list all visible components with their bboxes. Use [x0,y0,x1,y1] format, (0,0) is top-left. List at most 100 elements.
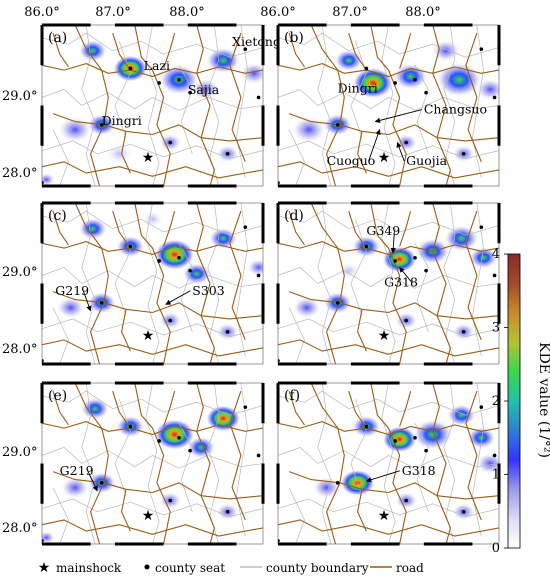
county-boundary [278,446,499,469]
road [74,203,109,364]
road [229,210,246,341]
kde-hotspot [469,246,498,269]
lon-tick-86-left: 86.0° [24,5,59,20]
county-boundary [288,307,305,364]
county-seat [364,66,369,71]
county-boundary [145,203,160,364]
county-boundary [414,65,429,154]
road [134,203,171,364]
kde-hotspot [154,419,195,450]
county-boundary [288,129,305,186]
road [288,32,305,68]
county-boundary [236,203,248,356]
county-seat [393,81,397,85]
county-boundary [42,210,263,236]
place-annotation: G349 [366,223,400,238]
road [121,131,131,174]
road [196,203,215,364]
road [134,25,171,186]
map-panel-c: ★ (c) G219 S303 [40,201,265,366]
county-boundary [278,390,499,416]
kde-hotspot [78,39,108,62]
road [121,489,131,532]
road [432,203,451,364]
mainshock-star: ★ [378,328,391,344]
place-annotation: S303 [192,283,224,298]
county-seat [413,255,417,260]
top-axis-labels: 86.0° 87.0° 88.0° 86.0° 87.0° 88.0° [24,5,440,20]
kde-hotspot [182,262,212,285]
map-panel-f: ★ (f) G318 [276,381,501,546]
kde-hotspot [186,436,216,459]
county-boundary [178,423,193,512]
legend-road-label: road [396,561,424,575]
county-boundary [42,32,263,58]
road [229,32,246,163]
county-seat [168,318,172,323]
road [42,421,263,436]
place-annotation: Dingri [102,113,142,128]
kde-hotspot [466,426,496,449]
panel-label: (c) [48,208,67,224]
road [465,210,482,341]
left-axis-labels: 29.0° 28.0° 29.0° 28.0° 29.0° 28.0° [2,89,37,536]
map-panel-e: ★ (e) G219 [40,381,265,546]
road [432,383,451,544]
county-seat [479,405,484,409]
lat-tick-28-e: 28.0° [2,521,37,536]
county-seat [99,123,104,127]
kde-hotspot [412,419,453,450]
county-seat [128,424,133,429]
county-boundary [114,218,131,316]
road [288,291,499,320]
county-seat [42,358,44,363]
county-seat [188,268,192,273]
road [121,309,131,352]
county-seat [413,435,417,440]
legend-mainshock-label: mainshock [56,561,122,575]
road [52,210,69,246]
county-seat [335,123,340,127]
county-boundary [81,383,96,544]
kde-hotspot [191,78,220,101]
panel-label: (b) [284,30,304,46]
county-seat [413,77,417,82]
kde-hotspot [239,62,263,85]
county-boundary [236,25,248,178]
county-boundary [278,498,499,517]
road [278,519,499,537]
road [42,519,263,537]
county-seat [177,255,181,260]
county-boundary [42,498,263,517]
county-boundary [278,318,499,337]
county-seat [225,510,230,514]
county-boundary [114,398,131,496]
county-seat [243,405,248,409]
county-seat [128,244,133,249]
county-boundary [317,203,332,364]
county-boundary [414,423,429,512]
road [42,339,263,357]
legend-county-seat-label: county seat [155,561,225,575]
county-boundary [381,25,396,186]
road [288,471,499,500]
road [196,383,215,544]
county-boundary [81,203,96,364]
county-seat [364,244,369,249]
road [74,383,109,544]
place-annotation: G219 [55,283,89,298]
county-seat [393,259,397,263]
road [52,32,69,68]
county-boundary [42,266,263,289]
county-boundary [278,210,499,236]
county-seat [278,180,280,185]
county-seat [393,439,397,443]
county-seat [424,268,428,273]
county-seat [364,424,369,429]
road [42,241,263,256]
road [370,203,407,364]
road [112,390,131,429]
road [42,63,263,78]
county-boundary [317,383,332,544]
county-seat [243,47,248,51]
